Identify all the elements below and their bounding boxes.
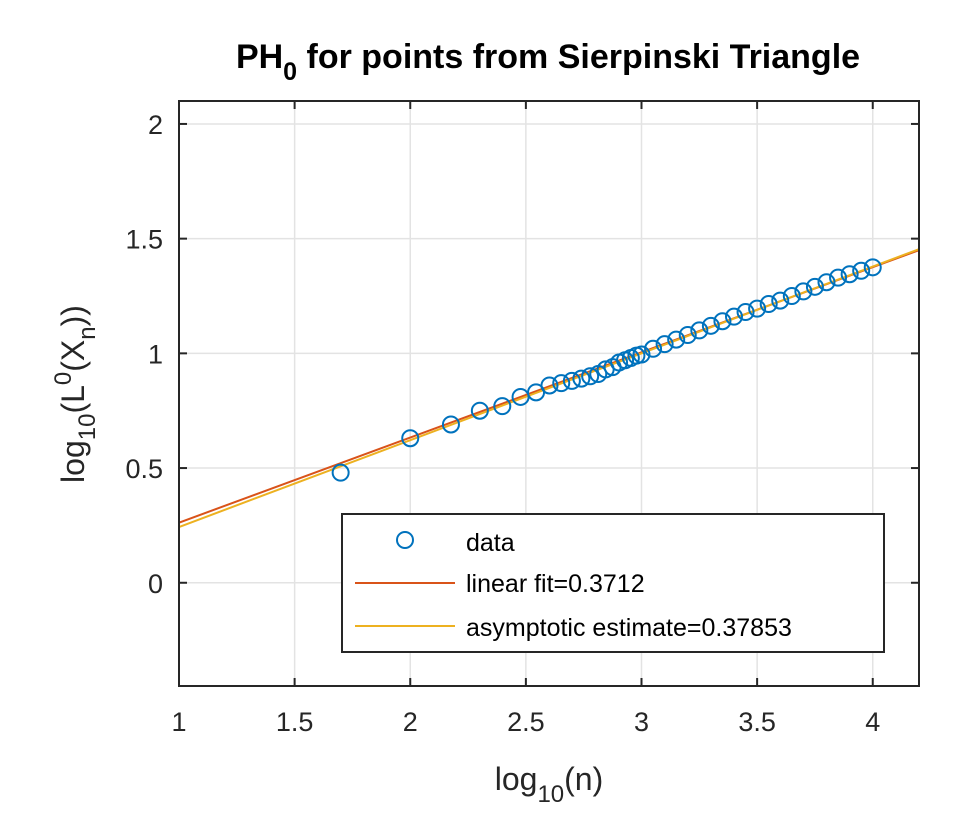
x-tick-label: 1.5 <box>276 707 314 737</box>
data-point <box>771 291 790 310</box>
y-tick-label: 1.5 <box>125 225 163 255</box>
y-tick-label: 2 <box>148 110 163 140</box>
legend-label-linear-fit: linear fit=0.3712 <box>466 570 645 598</box>
data-point <box>782 287 801 305</box>
data-point <box>713 312 732 331</box>
legend-label-data: data <box>466 529 515 557</box>
y-tick-label: 1 <box>148 339 163 369</box>
data-point <box>441 415 460 434</box>
tick-labels: 1 1.5 2 2.5 3 3.5 4 0 0.5 1 1.5 2 <box>125 110 880 737</box>
data-point <box>725 307 743 326</box>
tick-marks <box>178 101 919 686</box>
data-point <box>829 268 848 287</box>
data-point <box>863 258 882 277</box>
data-point <box>736 303 755 322</box>
data-point <box>840 265 859 284</box>
x-tick-label: 3 <box>634 707 649 737</box>
x-tick-label: 2 <box>403 707 418 737</box>
data-point <box>331 463 350 482</box>
y-axis-label: log10(L0(Xn)) <box>50 305 101 483</box>
data-point <box>701 316 720 335</box>
y-tick-label: 0.5 <box>125 454 163 484</box>
x-tick-label: 4 <box>865 707 880 737</box>
data-point <box>794 282 813 301</box>
x-tick-label: 2.5 <box>507 707 545 737</box>
legend-label-asymptotic: asymptotic estimate=0.37853 <box>466 614 792 642</box>
y-tick-label: 0 <box>148 569 163 599</box>
legend-marker-data <box>396 531 414 549</box>
data-point <box>632 345 651 364</box>
data-point <box>678 326 697 344</box>
data-point <box>562 371 581 390</box>
data-point <box>759 295 778 314</box>
data-point <box>690 321 709 340</box>
data-point <box>552 374 571 393</box>
x-tick-label: 1 <box>171 707 186 737</box>
data-markers <box>331 258 882 482</box>
data-point <box>401 429 420 448</box>
data-point <box>493 397 512 416</box>
axes-box <box>178 100 920 687</box>
data-point <box>748 299 767 318</box>
data-point <box>572 369 591 388</box>
data-point <box>852 261 871 280</box>
data-point <box>581 367 600 386</box>
x-tick-label: 3.5 <box>738 707 776 737</box>
data-point <box>655 335 674 354</box>
data-point <box>540 376 559 395</box>
x-axis-label: log10(n) <box>495 761 604 808</box>
data-point <box>644 339 663 358</box>
chart-title: PH0 for points from Sierpinski Triangle <box>236 38 860 86</box>
data-point <box>470 401 489 420</box>
data-point <box>817 273 836 292</box>
data-point <box>805 277 824 296</box>
legend: data linear fit=0.3712 asymptotic estima… <box>341 513 885 653</box>
data-point <box>667 330 686 349</box>
